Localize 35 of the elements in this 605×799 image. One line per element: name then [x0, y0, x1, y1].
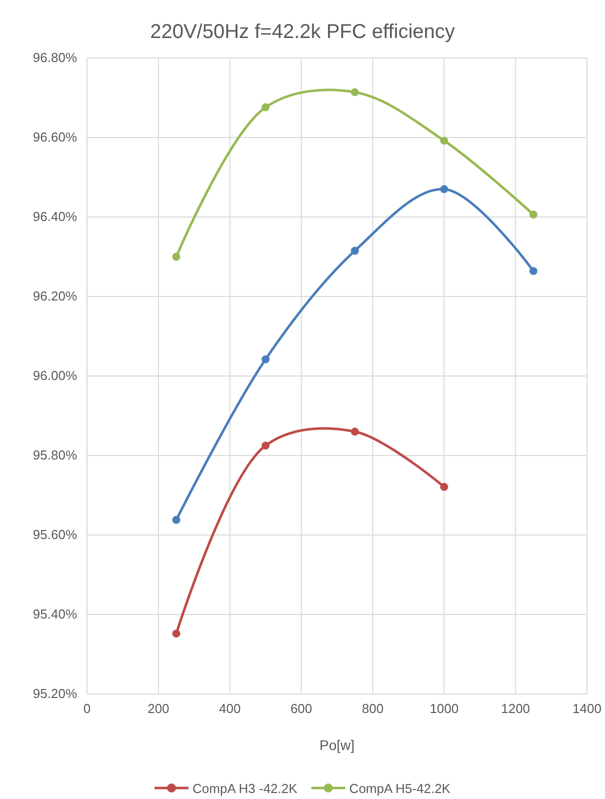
y-tick-label: 95.40% [32, 606, 78, 622]
x-tick-label: 1200 [501, 701, 530, 716]
x-tick-label: 200 [148, 701, 170, 716]
y-tick-label: 95.20% [32, 686, 78, 702]
point [440, 482, 448, 491]
point [262, 355, 270, 364]
point [350, 88, 359, 96]
y-tick-label: 96.00% [32, 368, 78, 384]
x-tick-label: 600 [290, 701, 312, 716]
x-tick-label: 0 [83, 701, 91, 716]
x-tick-label: 800 [362, 701, 384, 716]
point [172, 252, 180, 261]
point [440, 136, 448, 145]
point [262, 103, 270, 112]
point [529, 267, 538, 276]
point [262, 442, 270, 450]
point [172, 516, 180, 524]
legend-label: CompA H5-42.2K [349, 781, 451, 796]
y-tick-label: 96.40% [32, 209, 78, 224]
x-tick-label: 400 [219, 701, 241, 716]
point [172, 630, 180, 638]
point [529, 210, 538, 219]
point [440, 185, 448, 194]
y-tick-label: 96.60% [32, 130, 78, 145]
x-axis-title: Po[w] [319, 737, 355, 753]
point [350, 246, 359, 255]
chart-title: 220V/50Hz f=42.2k PFC efficiency [150, 21, 455, 43]
y-tick-label: 95.60% [32, 527, 78, 542]
y-tick-label: 96.80% [32, 50, 78, 66]
point [350, 428, 359, 436]
legend-label: CompA H3 -42.2K [192, 781, 298, 796]
y-tick-label: 95.80% [32, 448, 78, 463]
x-tick-label: 1400 [572, 701, 602, 716]
x-tick-label: 1000 [430, 701, 459, 716]
y-tick-label: 96.20% [32, 288, 78, 304]
